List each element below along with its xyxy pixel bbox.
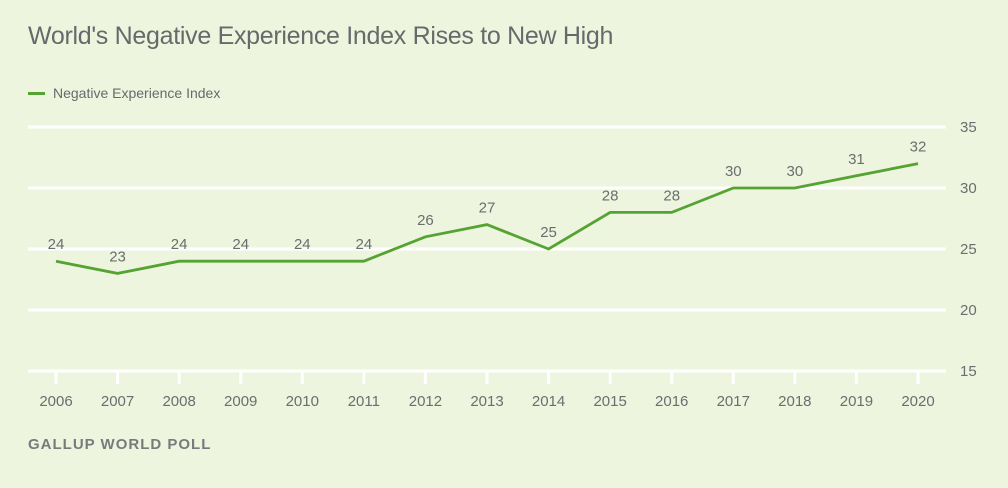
x-tick-label: 2008 bbox=[162, 393, 195, 410]
x-tick-label: 2006 bbox=[39, 393, 72, 410]
x-tick-label: 2017 bbox=[717, 393, 750, 410]
legend-label: Negative Experience Index bbox=[53, 85, 221, 101]
x-tick-label: 2011 bbox=[348, 393, 380, 410]
data-label: 24 bbox=[232, 236, 249, 253]
x-tick-label: 2007 bbox=[101, 393, 134, 410]
source-note: GALLUP WORLD POLL bbox=[28, 436, 212, 453]
data-label: 30 bbox=[725, 163, 742, 180]
data-label: 24 bbox=[48, 236, 65, 253]
data-label: 27 bbox=[479, 200, 496, 217]
data-label: 28 bbox=[663, 187, 680, 204]
data-label: 24 bbox=[171, 236, 188, 253]
x-tick-label: 2012 bbox=[409, 393, 442, 410]
x-tick-label: 2020 bbox=[901, 393, 934, 410]
x-tick-label: 2014 bbox=[532, 393, 565, 410]
y-tick-label: 30 bbox=[960, 180, 977, 197]
data-label: 30 bbox=[787, 163, 804, 180]
legend: Negative Experience Index bbox=[28, 85, 220, 101]
x-tick-label: 2015 bbox=[593, 393, 626, 410]
data-label: 32 bbox=[910, 139, 927, 156]
x-tick-label: 2018 bbox=[778, 393, 811, 410]
data-label: 28 bbox=[602, 187, 619, 204]
x-tick-label: 2019 bbox=[840, 393, 873, 410]
data-label: 25 bbox=[540, 224, 557, 241]
data-label: 23 bbox=[109, 248, 126, 265]
data-label: 24 bbox=[294, 236, 311, 253]
x-tick-label: 2009 bbox=[224, 393, 257, 410]
x-tick-label: 2013 bbox=[470, 393, 503, 410]
chart-title: World's Negative Experience Index Rises … bbox=[28, 22, 614, 50]
data-label: 24 bbox=[356, 236, 373, 253]
y-tick-label: 20 bbox=[960, 302, 977, 319]
x-tick-label: 2016 bbox=[655, 393, 688, 410]
data-label: 26 bbox=[417, 212, 434, 229]
y-tick-label: 15 bbox=[960, 363, 977, 380]
y-tick-label: 25 bbox=[960, 241, 977, 258]
legend-swatch bbox=[28, 91, 45, 95]
y-tick-label: 35 bbox=[960, 119, 977, 136]
series-line bbox=[55, 162, 919, 275]
data-label: 31 bbox=[848, 151, 865, 168]
x-tick-label: 2010 bbox=[286, 393, 319, 410]
